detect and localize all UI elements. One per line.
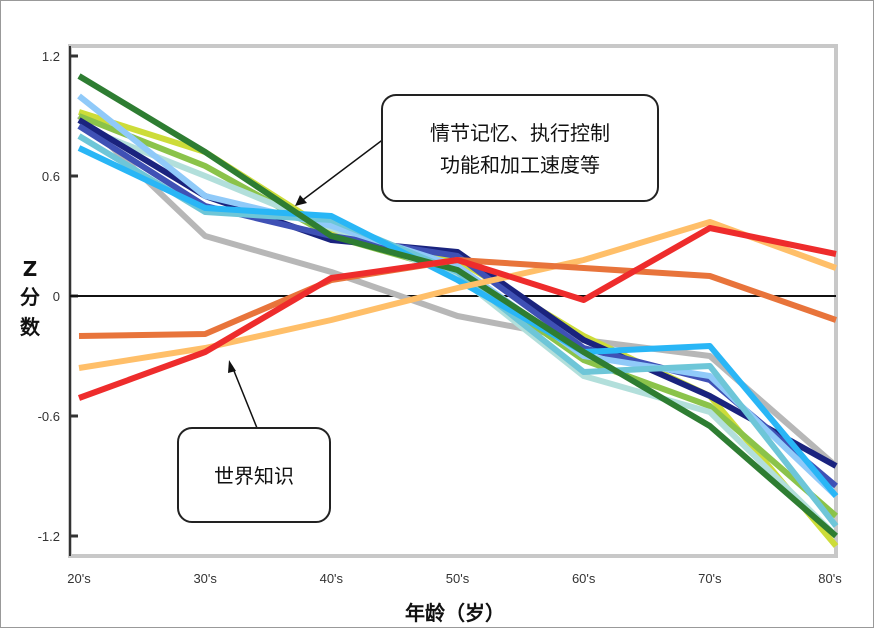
y-axis-label-line-1: Z xyxy=(23,257,38,281)
series-line-1 xyxy=(76,113,838,469)
x-tick-label: 70's xyxy=(698,571,722,586)
annotation-world-knowledge-pointer xyxy=(231,365,258,429)
y-tick-label: 0 xyxy=(53,289,60,304)
annotation-cognitive-line-2: 功能和加工速度等 xyxy=(440,153,600,177)
x-tick-label: 50's xyxy=(446,571,470,586)
annotation-world-knowledge-arrowhead xyxy=(228,360,236,373)
annotation-world-knowledge: 世界知识 xyxy=(177,360,331,523)
x-tick-label: 60's xyxy=(572,571,596,586)
y-tick-label: 0.6 xyxy=(42,169,60,184)
annotation-cognitive-pointer xyxy=(299,137,386,203)
series-line-11 xyxy=(78,219,838,371)
series-group xyxy=(76,73,839,548)
y-tick-label: 1.2 xyxy=(42,49,60,64)
y-tick-label: -0.6 xyxy=(38,409,60,424)
annotation-cognitive-arrowhead xyxy=(295,195,307,206)
y-axis-label-line-3: 数 xyxy=(20,315,41,339)
series-line-10 xyxy=(77,73,838,539)
y-axis-label: Z 分 数 xyxy=(20,257,41,339)
annotation-cognitive-line-1: 情节记忆、执行控制 xyxy=(430,121,610,145)
y-tick-label: -1.2 xyxy=(38,529,60,544)
series-line-7 xyxy=(77,93,839,499)
series-line-4 xyxy=(77,123,839,539)
annotation-world-knowledge-box xyxy=(177,427,331,523)
x-axis: 20's 30's 40's 50's 60's 70's 80's xyxy=(67,571,842,586)
x-axis-label: 年龄（岁） xyxy=(405,601,505,625)
series-line-13 xyxy=(77,225,837,401)
series-line-9 xyxy=(77,145,839,498)
annotation-cognitive: 情节记忆、执行控制 功能和加工速度等 xyxy=(295,94,659,206)
y-axis: 1.2 0.6 0 -0.6 -1.2 xyxy=(38,46,78,556)
x-tick-label: 40's xyxy=(320,571,344,586)
x-tick-label: 80's xyxy=(818,571,842,586)
x-tick-label: 30's xyxy=(193,571,217,586)
annotation-world-knowledge-line-1: 世界知识 xyxy=(214,464,294,488)
y-axis-label-line-2: 分 xyxy=(20,285,40,309)
x-tick-label: 20's xyxy=(67,571,91,586)
annotation-cognitive-box xyxy=(381,94,659,202)
